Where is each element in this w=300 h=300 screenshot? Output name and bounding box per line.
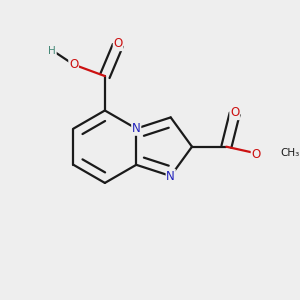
Text: O: O [69,58,78,71]
Text: O: O [230,106,239,119]
Text: H: H [48,46,56,56]
Text: N: N [166,169,175,182]
Text: O: O [113,38,123,50]
Text: O: O [251,148,261,160]
Text: N: N [132,122,141,135]
Text: CH₃: CH₃ [280,148,299,158]
